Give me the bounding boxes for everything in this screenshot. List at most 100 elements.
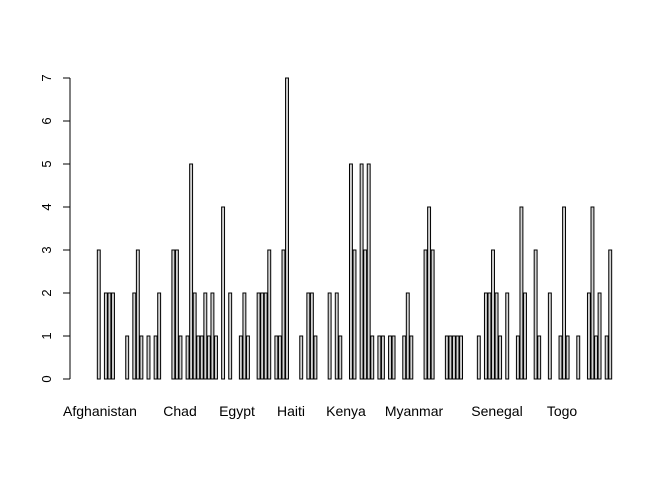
bar — [306, 292, 311, 380]
x-tick-label: Myanmar — [385, 403, 444, 419]
y-tick-label: 5 — [39, 160, 54, 167]
bar — [451, 335, 456, 380]
bar — [238, 335, 243, 380]
bar — [594, 335, 598, 380]
bar — [157, 292, 162, 380]
bar — [214, 335, 218, 380]
bar — [448, 335, 453, 380]
bar — [604, 335, 609, 380]
bar — [281, 249, 286, 380]
bar — [206, 335, 211, 380]
y-tick-label: 2 — [39, 289, 54, 296]
bar — [363, 249, 368, 380]
bar — [348, 163, 353, 380]
bar — [135, 249, 140, 380]
bar — [96, 249, 101, 380]
bar — [338, 335, 343, 380]
bar — [476, 335, 481, 380]
bar — [196, 335, 201, 380]
x-tick-label: Haiti — [277, 403, 305, 419]
bar — [586, 292, 591, 380]
bar — [125, 335, 130, 380]
bar-series — [96, 77, 613, 380]
bar — [483, 292, 488, 380]
bar — [111, 292, 115, 380]
bar — [377, 335, 382, 380]
bar — [533, 249, 538, 380]
bar — [313, 335, 318, 380]
bar — [185, 335, 190, 380]
y-tick-label: 3 — [39, 246, 54, 253]
bar — [189, 163, 194, 380]
bar — [487, 292, 492, 380]
bar — [153, 335, 158, 380]
y-tick-label: 1 — [39, 332, 54, 339]
y-tick-label: 6 — [39, 117, 54, 124]
y-axis: 0 1 2 3 4 5 6 7 — [39, 74, 71, 383]
bar — [590, 206, 595, 380]
bar — [309, 292, 314, 380]
x-tick-label: Chad — [163, 403, 196, 419]
bar — [274, 335, 279, 380]
bar — [427, 206, 432, 380]
bar — [537, 335, 542, 380]
bar — [221, 206, 226, 380]
bar — [565, 335, 570, 380]
bar — [245, 335, 250, 380]
bar — [370, 335, 375, 380]
bar — [242, 292, 247, 380]
bar — [267, 249, 272, 380]
x-tick-label: Egypt — [219, 403, 255, 419]
bar — [174, 249, 179, 380]
y-tick-label: 7 — [39, 74, 54, 81]
y-tick-label: 0 — [39, 375, 54, 382]
bar — [444, 335, 449, 380]
bar — [178, 335, 183, 380]
bar — [409, 335, 414, 380]
bar — [405, 292, 410, 380]
bar — [391, 335, 396, 380]
bar — [505, 292, 510, 380]
x-tick-label: Togo — [547, 403, 578, 419]
x-tick-label: Senegal — [471, 403, 522, 419]
bar — [359, 163, 364, 380]
bar — [455, 335, 460, 380]
bar — [299, 335, 304, 380]
bar — [523, 292, 527, 380]
bar — [146, 335, 151, 380]
x-axis-labels: Afghanistan Chad Egypt Haiti Kenya Myanmar Sen… — [63, 403, 577, 419]
bar — [459, 335, 464, 380]
bar — [558, 335, 563, 380]
x-tick-label: Kenya — [326, 403, 366, 419]
bar — [192, 292, 197, 380]
bar — [491, 249, 495, 380]
y-tick-label: 4 — [39, 203, 54, 210]
bar — [285, 77, 289, 380]
bar — [103, 292, 108, 380]
bar — [260, 292, 265, 380]
bar — [171, 249, 176, 380]
bar — [210, 292, 215, 380]
bar — [263, 292, 268, 380]
bar — [519, 206, 524, 380]
bar — [515, 335, 520, 380]
bar — [576, 335, 581, 380]
bar — [327, 292, 332, 380]
bar — [380, 335, 385, 380]
bar — [228, 292, 233, 380]
bar — [132, 292, 137, 380]
bar — [388, 335, 392, 380]
bar — [430, 249, 435, 380]
bar — [352, 249, 357, 380]
bar — [139, 335, 144, 380]
bar — [547, 292, 552, 380]
bar — [366, 163, 371, 380]
x-tick-label: Afghanistan — [63, 403, 137, 419]
bar — [256, 292, 261, 380]
bar — [608, 249, 613, 380]
bar — [402, 335, 407, 380]
bar — [203, 292, 208, 380]
bar — [334, 292, 339, 380]
bar — [498, 335, 503, 380]
